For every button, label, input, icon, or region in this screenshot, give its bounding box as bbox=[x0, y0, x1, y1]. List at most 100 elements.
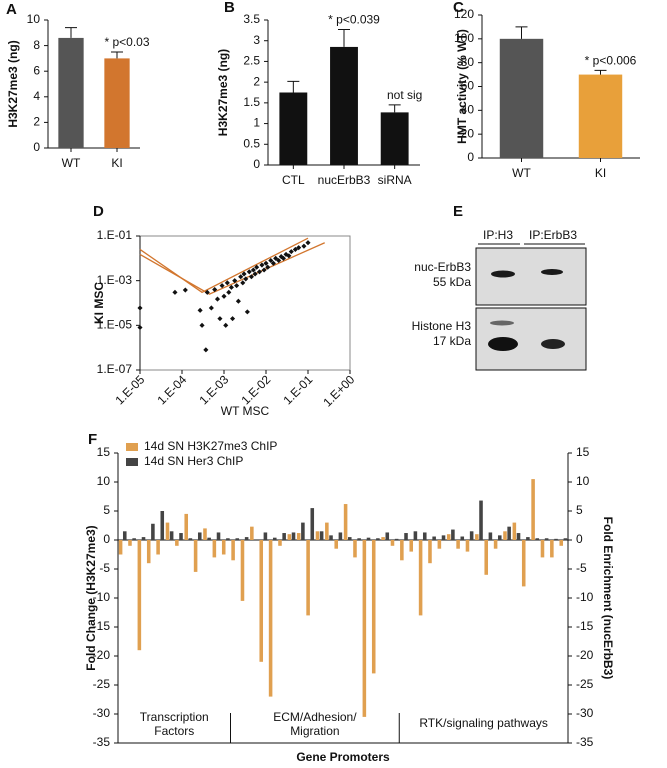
point bbox=[137, 324, 143, 331]
point bbox=[214, 296, 221, 302]
group-label: Factors bbox=[154, 724, 194, 738]
bar bbox=[357, 538, 361, 540]
row-label: nuc-ErbB3 bbox=[414, 260, 471, 274]
y-tick-label: -30 bbox=[93, 706, 111, 720]
error-bar bbox=[515, 26, 528, 39]
panel-label: B bbox=[224, 0, 235, 16]
bar bbox=[418, 540, 423, 616]
y-tick-label: 0 bbox=[467, 150, 474, 164]
bar bbox=[376, 538, 380, 540]
x-tick-label: 1.E-03 bbox=[196, 372, 231, 407]
point bbox=[261, 267, 267, 273]
y-tick-label: -20 bbox=[93, 648, 111, 662]
bar bbox=[381, 537, 385, 540]
y-tick-label: 2 bbox=[33, 115, 40, 129]
point bbox=[137, 305, 143, 311]
point bbox=[248, 274, 254, 280]
row-size: 17 kDa bbox=[433, 334, 471, 348]
y-tick-label: 20 bbox=[461, 126, 475, 140]
significance-label: * p<0.03 bbox=[104, 35, 149, 49]
significance-label: * p<0.039 bbox=[328, 13, 380, 27]
point bbox=[252, 271, 258, 277]
y-tick-label: -30 bbox=[576, 706, 594, 720]
bar bbox=[122, 531, 127, 540]
point bbox=[208, 305, 214, 311]
bar bbox=[544, 538, 549, 540]
bar bbox=[503, 531, 507, 540]
point bbox=[217, 316, 223, 322]
bar bbox=[366, 537, 371, 540]
y-tick-label: -5 bbox=[99, 561, 110, 575]
x-tick-label: KI bbox=[111, 156, 122, 170]
bar bbox=[240, 540, 245, 601]
bar bbox=[362, 540, 367, 717]
bar bbox=[413, 531, 418, 540]
x-tick-label: 1.E-01 bbox=[280, 372, 315, 407]
point bbox=[263, 260, 269, 266]
point bbox=[273, 255, 279, 261]
point bbox=[228, 284, 234, 290]
bar bbox=[540, 540, 545, 558]
bar bbox=[193, 540, 198, 572]
axis-title: WT MSC bbox=[221, 404, 270, 418]
bar bbox=[353, 540, 357, 558]
bar bbox=[231, 540, 235, 561]
bar bbox=[371, 540, 376, 674]
bar bbox=[497, 535, 502, 540]
y-tick-label: 1.E-05 bbox=[97, 318, 133, 332]
bar bbox=[330, 46, 358, 165]
bar bbox=[422, 532, 427, 540]
y-tick-label: 8 bbox=[33, 38, 40, 52]
row-size: 55 kDa bbox=[433, 275, 471, 289]
threshold-line bbox=[139, 237, 309, 294]
panel-label: D bbox=[93, 203, 104, 220]
lane-label: IP:ErbB3 bbox=[529, 228, 577, 242]
bar bbox=[226, 538, 230, 540]
point bbox=[226, 289, 232, 295]
y-tick-label: 2.5 bbox=[243, 54, 260, 68]
point bbox=[256, 269, 263, 275]
bar bbox=[428, 540, 432, 564]
bar bbox=[559, 540, 564, 546]
y-tick-label: -15 bbox=[576, 619, 594, 633]
bar bbox=[315, 531, 320, 540]
point bbox=[238, 274, 244, 280]
point bbox=[197, 307, 203, 313]
point bbox=[199, 322, 205, 328]
y-tick-label: -20 bbox=[576, 648, 594, 662]
error-bar bbox=[111, 51, 123, 59]
y-tick-label: 100 bbox=[454, 31, 474, 45]
point bbox=[246, 269, 252, 275]
bar bbox=[175, 540, 179, 546]
point bbox=[276, 257, 282, 264]
y-tick-label: 3 bbox=[253, 33, 260, 47]
bar bbox=[296, 533, 301, 540]
group-label: RTK/signaling pathways bbox=[419, 716, 548, 730]
bar bbox=[380, 112, 409, 165]
point bbox=[234, 283, 240, 289]
x-tick-label: WT bbox=[62, 156, 81, 170]
bar bbox=[521, 540, 526, 587]
y-tick-label: 0 bbox=[576, 532, 583, 546]
x-tick-label: siRNA bbox=[378, 173, 412, 187]
bar bbox=[118, 540, 123, 555]
band bbox=[541, 339, 565, 349]
point bbox=[232, 278, 238, 284]
lane-label: IP:H3 bbox=[483, 228, 513, 242]
point bbox=[221, 293, 227, 299]
bar bbox=[531, 479, 535, 540]
bar bbox=[137, 540, 142, 651]
bar bbox=[409, 540, 414, 552]
axis-title: Fold Enrichment (nucErbB3) bbox=[601, 517, 615, 680]
bar bbox=[272, 537, 277, 540]
band bbox=[541, 269, 563, 275]
bar bbox=[385, 532, 390, 540]
y-tick-label: -15 bbox=[93, 619, 111, 633]
y-tick-label: 120 bbox=[454, 7, 474, 21]
bar bbox=[306, 540, 310, 616]
y-tick-label: 10 bbox=[97, 474, 111, 488]
bar bbox=[338, 532, 343, 540]
point bbox=[270, 260, 276, 266]
bar bbox=[179, 533, 183, 540]
